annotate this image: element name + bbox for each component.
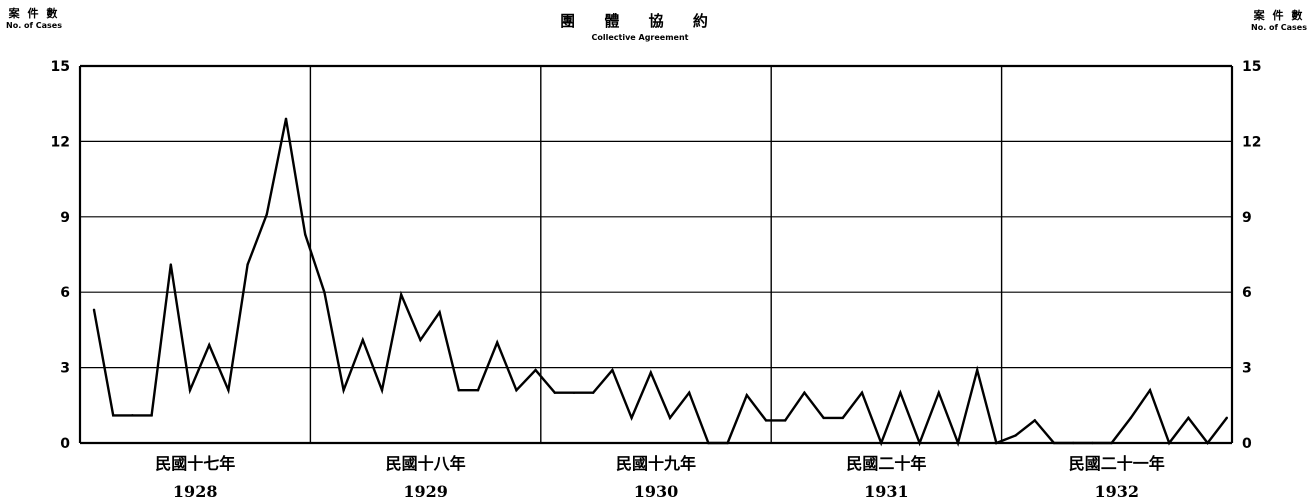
year-label-number: 1931 [864, 482, 909, 501]
y-tick-label-right: 12 [1242, 134, 1261, 150]
y-tick-label-right: 6 [1242, 285, 1252, 301]
data-point [438, 311, 441, 314]
data-point [784, 419, 787, 422]
data-point [1129, 416, 1133, 420]
data-point [918, 441, 921, 445]
data-point [976, 368, 979, 372]
grid [78, 64, 1234, 445]
y-tick-label-left: 3 [60, 361, 70, 377]
right-unit-zh: 案 件 數 [1253, 9, 1305, 22]
year-label-number: 1930 [634, 482, 679, 501]
y-tick-label-right: 0 [1242, 436, 1252, 452]
data-point [92, 308, 96, 311]
chart-title-zh: 團 體 協 約 [560, 12, 720, 30]
y-tick-label-left: 15 [51, 59, 70, 75]
data-point [400, 293, 403, 296]
data-point [688, 391, 691, 394]
year-label-number: 1929 [403, 482, 448, 501]
data-point [208, 343, 211, 347]
data-point [1206, 441, 1209, 445]
data-point [803, 391, 806, 394]
data-point [899, 391, 902, 394]
data-point [553, 391, 556, 394]
data-point [1091, 441, 1094, 445]
y-tick-label-left: 9 [60, 210, 70, 226]
data-point [611, 368, 614, 372]
data-point [131, 414, 134, 417]
data-point [1033, 419, 1037, 422]
data-point [246, 263, 249, 266]
data-point [764, 419, 768, 422]
chart-title-en: Collective Agreement [591, 33, 689, 42]
data-point [1225, 416, 1229, 420]
left-unit-en: No. of Cases [6, 20, 62, 30]
data-point [860, 391, 864, 394]
y-tick-label-right: 15 [1242, 59, 1261, 75]
year-label-number: 1932 [1095, 482, 1140, 501]
data-point [1052, 441, 1056, 445]
data-point [572, 391, 576, 394]
y-tick-label-right: 9 [1242, 210, 1252, 226]
series-line [92, 118, 1228, 447]
data-point [419, 338, 422, 342]
left-axis-unit-label: 案 件 數 No. of Cases [6, 7, 62, 30]
right-unit-en: No. of Cases [1251, 22, 1307, 32]
data-point [1187, 416, 1190, 420]
data-point [822, 416, 825, 420]
y-tick-label-right: 3 [1242, 361, 1252, 377]
data-point [496, 341, 499, 344]
year-label-zh: 民國十九年 [616, 454, 696, 473]
data-point [592, 391, 595, 394]
year-label-zh: 民國二十年 [846, 454, 926, 473]
data-point [726, 441, 729, 445]
x-axis-year-labels: 民國十七年 1928 民國十八年 1929 民國十九年 1930 民國二十年 1931 民國二十… [155, 454, 1165, 501]
data-point [380, 389, 384, 392]
data-point [649, 371, 652, 374]
data-point [304, 233, 307, 236]
y-axis-left: 0 3 6 9 12 15 [51, 59, 71, 452]
data-point [630, 416, 633, 420]
data-point [937, 391, 940, 394]
chart-title: 團 體 協 約 Collective Agreement [520, 10, 760, 42]
data-point [169, 263, 172, 266]
data-point [841, 416, 844, 420]
year-label-zh: 民國十七年 [155, 454, 235, 473]
left-unit-zh: 案 件 數 [8, 7, 60, 20]
data-point [1168, 441, 1171, 445]
data-point [880, 441, 883, 445]
data-point [265, 213, 268, 216]
data-point [323, 291, 326, 294]
data-point [361, 338, 364, 342]
data-point [534, 368, 537, 372]
year-label-number: 1928 [173, 482, 218, 501]
data-point [1110, 441, 1113, 445]
data-point [668, 416, 672, 420]
year-label-zh: 民國十八年 [386, 454, 466, 473]
data-point [1014, 434, 1017, 437]
data-point [956, 441, 960, 445]
y-tick-label-left: 6 [60, 285, 70, 301]
data-point [112, 414, 115, 417]
data-point [150, 414, 153, 417]
data-point [284, 117, 288, 120]
y-tick-label-left: 12 [51, 134, 70, 150]
year-label-zh: 民國二十一年 [1069, 454, 1165, 473]
data-point [515, 389, 518, 392]
data-point [1072, 441, 1075, 445]
data-point [995, 441, 998, 445]
data-point [707, 441, 710, 445]
series-layer [92, 117, 1229, 447]
data-point [227, 389, 230, 392]
y-axis-right: 0 3 6 9 12 15 [1242, 59, 1261, 452]
data-point [342, 389, 345, 392]
data-point [457, 389, 460, 392]
data-point [745, 394, 748, 397]
y-tick-label-left: 0 [60, 436, 70, 452]
data-point [476, 389, 480, 392]
right-axis-unit-label: 案 件 數 No. of Cases [1251, 9, 1307, 32]
data-point [1148, 389, 1152, 392]
data-point [188, 389, 192, 392]
